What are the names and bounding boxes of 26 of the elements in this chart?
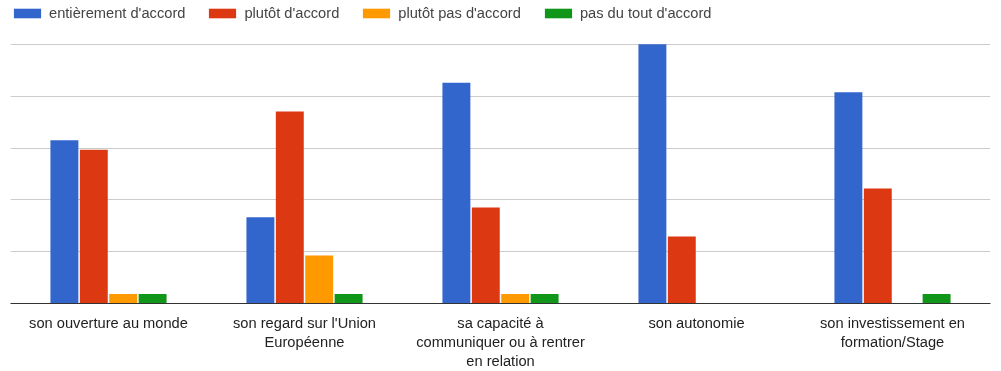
x-tick-label: son ouverture au monde xyxy=(29,314,188,331)
bar xyxy=(638,44,667,304)
bar xyxy=(863,188,892,304)
bar xyxy=(501,293,530,304)
bar xyxy=(442,82,471,304)
bar xyxy=(138,293,167,304)
bar xyxy=(79,149,108,304)
bar xyxy=(922,293,951,304)
legend-label: plutôt pas d'accord xyxy=(398,5,521,21)
bar xyxy=(246,217,275,304)
bar xyxy=(667,236,696,304)
x-tick-label: sa capacité à communiquer ou à rentrer en relation xyxy=(416,314,585,369)
x-tick-label: son investissement en formation/Stage xyxy=(820,314,966,350)
bar xyxy=(334,293,363,304)
x-tick-label: son regard sur l'Union Européenne xyxy=(233,314,376,350)
bar xyxy=(305,255,334,304)
legend-label: plutôt d'accord xyxy=(244,5,340,21)
bar xyxy=(471,207,500,304)
bar xyxy=(50,140,79,304)
bar xyxy=(834,92,863,304)
bar xyxy=(109,293,138,304)
x-tick-label: son autonomie xyxy=(648,314,745,331)
legend-label: entièrement d'accord xyxy=(49,5,186,21)
bar xyxy=(530,293,559,304)
legend-label: pas du tout d'accord xyxy=(579,5,712,21)
bar xyxy=(275,111,304,304)
